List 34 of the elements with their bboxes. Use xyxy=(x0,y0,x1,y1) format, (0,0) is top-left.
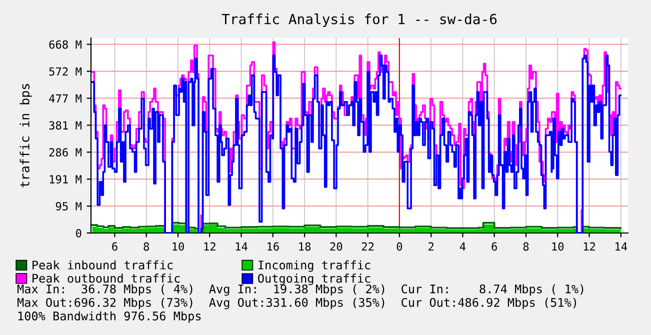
y-axis-title: traffic in bps xyxy=(20,84,32,188)
x-tick-label: 0 xyxy=(396,242,402,251)
y-tick-label: 95 M xyxy=(56,202,82,210)
text: Max In: 36.78 Mbps ( 4%) Avg In: 19.38 Mbps ( 2%) Cur In: 8.74 Mbps ( 1%) xyxy=(17,284,584,296)
chart-title: Traffic Analysis for 1 -- sw-da-6 xyxy=(222,13,497,27)
y-tick-label: 477 M xyxy=(49,94,82,102)
x-tick-label: 2 xyxy=(428,242,434,251)
y-tick-label: 381 M xyxy=(49,121,82,130)
x-tick-label: 20 xyxy=(330,242,342,251)
text: Max Out:696.32 Mbps (73%) Avg Out:331.60 Mbps (35%) Cur Out:486.92 Mbps (51%) xyxy=(17,298,576,310)
x-tick-label: 4 xyxy=(460,242,466,251)
x-tick-label: 8 xyxy=(523,242,529,251)
x-tick-label: 6 xyxy=(112,242,118,251)
x-tick-label: 14 xyxy=(236,242,248,251)
x-tick-label: 8 xyxy=(144,242,149,251)
x-tick-label: 10 xyxy=(172,242,184,251)
y-tick-label: 572 M xyxy=(49,67,82,76)
x-tick-label: 22 xyxy=(362,242,374,251)
legend-label: Incoming traffic xyxy=(258,260,370,272)
x-tick-label: 18 xyxy=(299,242,311,251)
legend-label: Peak outbound traffic xyxy=(32,274,180,283)
y-tick-label: 286 M xyxy=(49,148,82,157)
text: 100% Bandwidth 976.56 Mbps xyxy=(18,311,201,323)
legend-label: Outgoing traffic xyxy=(258,274,370,286)
x-tick-label: 6 xyxy=(492,242,497,251)
x-tick-label: 12 xyxy=(584,242,595,251)
y-tick-label: 668 M xyxy=(49,40,82,49)
y-tick-label: 191 M xyxy=(50,175,82,184)
x-tick-label: 16 xyxy=(268,242,279,251)
legend-label: Peak inbound traffic xyxy=(32,260,173,270)
x-tick-label: 14 xyxy=(616,242,628,251)
x-tick-label: 10 xyxy=(552,242,564,251)
y-tick-label: 0 xyxy=(76,229,82,238)
x-tick-label: 12 xyxy=(204,242,216,251)
